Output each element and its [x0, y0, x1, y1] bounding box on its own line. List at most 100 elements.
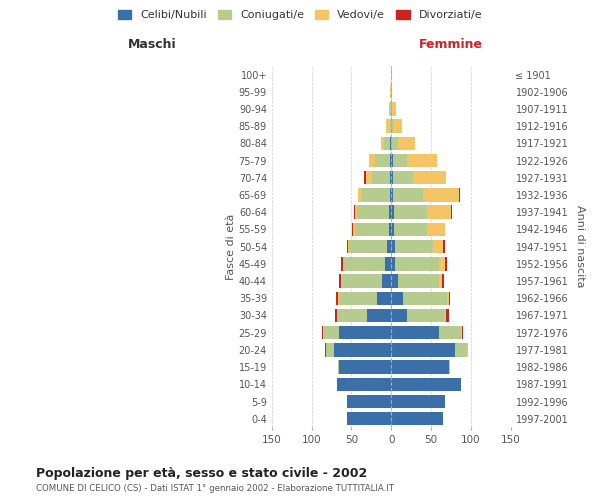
Bar: [391, 222, 394, 236]
Bar: [427, 206, 451, 219]
Bar: [461, 326, 462, 340]
Bar: [389, 222, 391, 236]
Bar: [391, 171, 393, 184]
Bar: [326, 343, 334, 356]
Bar: [391, 395, 445, 408]
Bar: [403, 292, 447, 305]
Bar: [364, 171, 366, 184]
Bar: [439, 257, 445, 270]
Bar: [338, 360, 340, 374]
Bar: [391, 240, 395, 254]
Bar: [439, 274, 442, 288]
Bar: [423, 188, 459, 202]
Bar: [427, 222, 445, 236]
Bar: [391, 68, 392, 81]
Bar: [338, 292, 377, 305]
Bar: [347, 395, 391, 408]
Bar: [447, 292, 449, 305]
Bar: [389, 154, 391, 168]
Y-axis label: Anni di nascita: Anni di nascita: [575, 206, 585, 288]
Bar: [443, 240, 445, 254]
Bar: [340, 326, 391, 340]
Bar: [342, 274, 382, 288]
Bar: [393, 188, 423, 202]
Bar: [322, 326, 323, 340]
Bar: [449, 360, 450, 374]
Bar: [395, 257, 439, 270]
Bar: [325, 343, 326, 356]
Bar: [341, 257, 343, 270]
Bar: [387, 240, 391, 254]
Bar: [393, 171, 413, 184]
Bar: [392, 102, 396, 116]
Bar: [398, 274, 439, 288]
Text: COMUNE DI CELICO (CS) - Dati ISTAT 1° gennaio 2002 - Elaborazione TUTTITALIA.IT: COMUNE DI CELICO (CS) - Dati ISTAT 1° ge…: [36, 484, 394, 493]
Bar: [398, 136, 415, 150]
Bar: [337, 309, 367, 322]
Bar: [334, 343, 391, 356]
Bar: [389, 171, 391, 184]
Text: Femmine: Femmine: [419, 38, 483, 52]
Bar: [366, 171, 372, 184]
Bar: [343, 257, 385, 270]
Bar: [389, 102, 391, 116]
Bar: [433, 240, 443, 254]
Bar: [349, 240, 387, 254]
Bar: [391, 343, 455, 356]
Bar: [391, 188, 393, 202]
Bar: [391, 206, 394, 219]
Bar: [394, 222, 427, 236]
Bar: [352, 222, 353, 236]
Bar: [449, 292, 450, 305]
Bar: [451, 206, 452, 219]
Bar: [391, 360, 449, 374]
Bar: [445, 309, 446, 322]
Bar: [355, 222, 389, 236]
Bar: [395, 240, 433, 254]
Bar: [323, 326, 340, 340]
Bar: [391, 257, 395, 270]
Bar: [391, 309, 407, 322]
Bar: [335, 309, 337, 322]
Bar: [347, 240, 348, 254]
Bar: [384, 136, 391, 150]
Bar: [341, 274, 342, 288]
Bar: [358, 188, 362, 202]
Bar: [336, 292, 338, 305]
Bar: [389, 188, 391, 202]
Bar: [391, 85, 392, 98]
Bar: [357, 206, 389, 219]
Bar: [391, 120, 393, 133]
Bar: [442, 274, 444, 288]
Bar: [367, 309, 391, 322]
Bar: [353, 222, 355, 236]
Bar: [340, 360, 391, 374]
Bar: [459, 188, 460, 202]
Legend: Celibi/Nubili, Coniugati/e, Vedovi/e, Divorziati/e: Celibi/Nubili, Coniugati/e, Vedovi/e, Di…: [113, 6, 487, 25]
Bar: [391, 412, 443, 426]
Bar: [439, 326, 461, 340]
Bar: [391, 102, 392, 116]
Y-axis label: Fasce di età: Fasce di età: [226, 214, 236, 280]
Bar: [455, 343, 467, 356]
Bar: [386, 120, 389, 133]
Bar: [462, 326, 463, 340]
Bar: [369, 154, 375, 168]
Bar: [391, 274, 398, 288]
Bar: [394, 206, 427, 219]
Bar: [377, 292, 391, 305]
Bar: [337, 378, 391, 391]
Bar: [393, 120, 403, 133]
Bar: [393, 154, 407, 168]
Bar: [413, 171, 446, 184]
Bar: [382, 274, 391, 288]
Bar: [362, 188, 389, 202]
Bar: [407, 154, 437, 168]
Bar: [381, 136, 384, 150]
Bar: [389, 206, 391, 219]
Text: Maschi: Maschi: [128, 38, 177, 52]
Bar: [340, 274, 341, 288]
Bar: [391, 292, 403, 305]
Bar: [372, 171, 389, 184]
Text: Popolazione per età, sesso e stato civile - 2002: Popolazione per età, sesso e stato civil…: [36, 468, 367, 480]
